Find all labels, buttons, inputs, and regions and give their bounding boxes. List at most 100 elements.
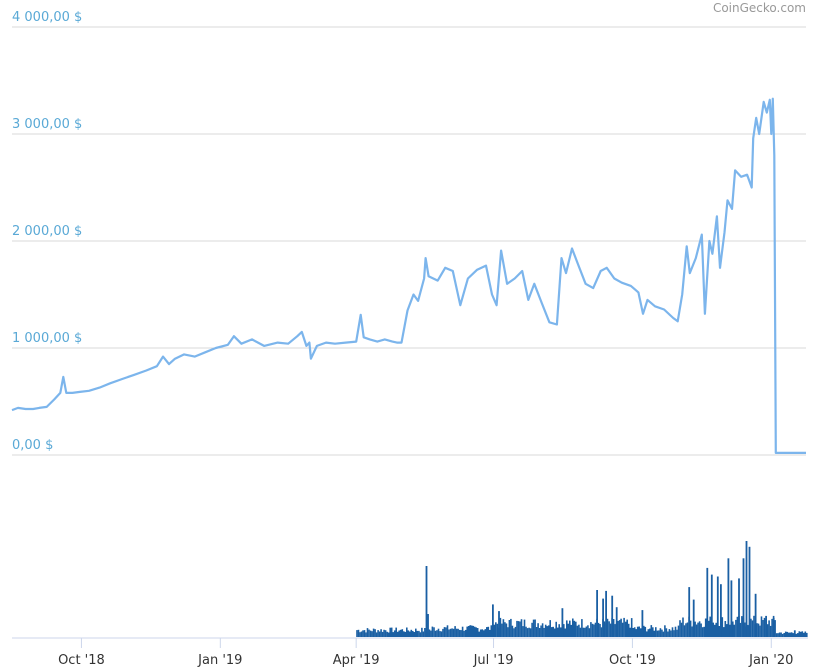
volume-bar xyxy=(627,623,630,637)
volume-bar xyxy=(365,632,367,637)
volume-bar xyxy=(738,578,740,637)
price-line xyxy=(11,97,806,454)
volume-bar xyxy=(614,624,616,637)
volume-bar xyxy=(584,627,586,637)
volume-bar xyxy=(519,621,521,637)
volume-bar xyxy=(677,625,680,637)
volume-bar xyxy=(636,626,639,637)
volume-bar xyxy=(768,620,770,637)
volume-bar xyxy=(410,629,413,637)
volume-bar xyxy=(416,630,419,637)
x-tick-label: Jul '19 xyxy=(473,653,514,668)
volume-bar xyxy=(720,584,722,637)
volume-bar xyxy=(742,558,745,637)
volume-bar xyxy=(464,629,467,637)
volume-bar xyxy=(523,619,526,637)
volume-bar xyxy=(671,627,674,637)
y-tick-label: 0,00 $ xyxy=(12,438,53,453)
volume-bar xyxy=(549,620,551,637)
volume-bar xyxy=(697,622,699,637)
volume-bar xyxy=(498,611,500,637)
y-tick-label: 2 000,00 $ xyxy=(12,224,82,239)
volume-bar xyxy=(726,624,728,637)
volume-bar xyxy=(633,627,636,637)
volume-bar xyxy=(783,633,785,637)
volume-bar xyxy=(356,630,358,637)
volume-bar xyxy=(467,626,470,637)
volume-bar xyxy=(537,623,539,637)
volume-bar xyxy=(784,631,787,637)
volume-bar xyxy=(707,620,710,637)
volume-bar xyxy=(369,630,372,637)
volume-bar xyxy=(748,546,751,637)
volume-bar xyxy=(694,621,696,637)
volume-bar xyxy=(786,631,788,637)
volume-bar xyxy=(499,617,502,637)
volume-bar xyxy=(667,631,669,637)
volume-bar xyxy=(603,621,606,637)
volume-bar xyxy=(766,624,769,637)
volume-bar xyxy=(451,628,453,637)
volume-bar xyxy=(644,626,647,637)
volume-bar xyxy=(587,625,589,637)
volume-bar xyxy=(380,629,382,637)
volume-bar xyxy=(406,627,408,637)
volume-bar xyxy=(653,630,656,637)
volume-bar xyxy=(541,623,544,637)
volume-bar xyxy=(689,620,692,637)
volume-bar xyxy=(535,627,538,637)
volume-bar xyxy=(558,624,560,637)
volume-bar xyxy=(704,618,707,637)
volume-bar xyxy=(611,595,614,637)
volume-bar xyxy=(525,626,527,637)
x-axis-labels: Oct '18 Jan '19 Apr '19 Jul '19 Oct '19 Jan '… xyxy=(58,638,793,668)
volume-bar xyxy=(489,629,491,637)
y-axis-labels: 0,00 $ 1 000,00 $ 2 000,00 $ 3 000,00 $ 4 00… xyxy=(12,10,82,453)
volume-bar xyxy=(803,632,805,637)
volume-bar xyxy=(620,618,622,637)
volume-bar xyxy=(561,608,564,637)
volume-bar xyxy=(701,627,704,637)
volume-bar xyxy=(553,628,556,637)
x-tick-label: Apr '19 xyxy=(333,653,380,668)
volume-bar xyxy=(780,632,782,637)
volume-bar xyxy=(806,632,808,637)
volume-bar xyxy=(399,629,402,637)
volume-bar xyxy=(608,621,610,637)
volume-bar xyxy=(777,633,779,637)
volume-bar xyxy=(712,622,714,637)
volume-bar xyxy=(582,627,585,637)
volume-bar xyxy=(747,624,749,637)
volume-bar xyxy=(529,628,532,637)
volume-bar xyxy=(398,630,400,637)
volume-bar xyxy=(629,627,631,637)
volume-bar xyxy=(564,628,567,637)
volume-bar xyxy=(502,619,505,637)
volume-bar xyxy=(427,614,429,637)
volume-bar xyxy=(796,633,799,637)
volume-bar xyxy=(688,587,691,637)
volume-bar xyxy=(659,628,662,637)
volume-bar xyxy=(454,626,456,637)
volume-bar xyxy=(540,625,542,637)
volume-bar xyxy=(674,626,677,637)
volume-bar xyxy=(572,618,574,637)
volume-bar xyxy=(710,574,713,637)
volume-bar xyxy=(716,576,719,637)
x-tick-label: Oct '19 xyxy=(609,653,656,668)
volume-bar xyxy=(588,628,591,637)
volume-bar xyxy=(455,628,458,637)
volume-bar xyxy=(721,617,724,637)
volume-bar xyxy=(375,632,378,637)
volume-bar xyxy=(680,622,683,637)
volume-bar xyxy=(609,623,612,637)
volume-bar xyxy=(730,580,733,637)
volume-bar xyxy=(635,629,637,637)
volume-bar xyxy=(556,627,559,637)
volume-bar xyxy=(774,620,776,637)
volume-bar xyxy=(709,616,711,637)
volume-bar xyxy=(389,627,391,637)
credit-label[interactable]: CoinGecko.com xyxy=(713,1,806,15)
volume-bar xyxy=(368,629,370,637)
volume-bar xyxy=(434,630,437,637)
